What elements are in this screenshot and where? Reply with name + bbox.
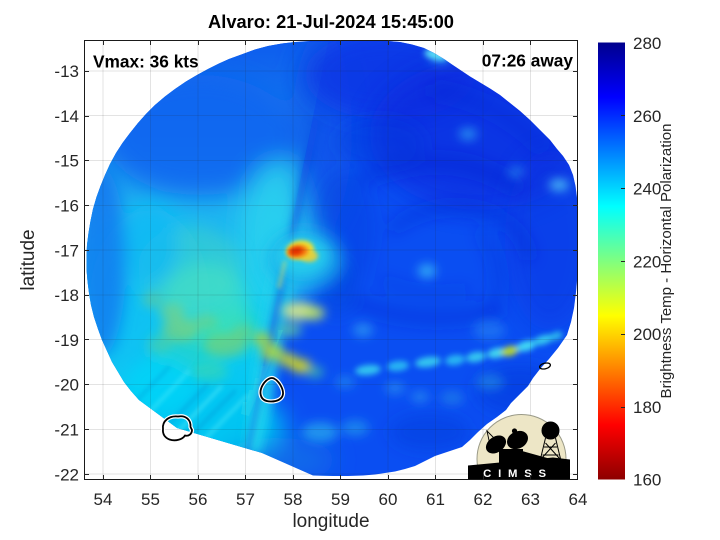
svg-text:63: 63 [521, 490, 540, 509]
svg-text:-13: -13 [54, 62, 79, 81]
svg-text:57: 57 [236, 490, 255, 509]
svg-text:54: 54 [94, 490, 113, 509]
svg-text:55: 55 [141, 490, 160, 509]
svg-text:59: 59 [331, 490, 350, 509]
svg-text:-22: -22 [54, 465, 79, 484]
svg-text:-19: -19 [54, 331, 79, 350]
svg-text:180: 180 [633, 398, 661, 417]
svg-text:Vmax: 36 kts: Vmax: 36 kts [93, 52, 199, 72]
svg-text:60: 60 [379, 490, 398, 509]
svg-text:-14: -14 [54, 107, 79, 126]
svg-text:longitude: longitude [292, 511, 369, 532]
svg-text:62: 62 [474, 490, 493, 509]
svg-text:-15: -15 [54, 152, 79, 171]
svg-text:160: 160 [633, 471, 661, 490]
svg-text:-20: -20 [54, 376, 79, 395]
svg-text:200: 200 [633, 325, 661, 344]
svg-text:64: 64 [569, 490, 588, 509]
svg-text:CIMSS: CIMSS [483, 468, 553, 480]
svg-text:-16: -16 [54, 197, 79, 216]
svg-text:-21: -21 [54, 421, 79, 440]
svg-text:07:26 away: 07:26 away [482, 51, 574, 71]
svg-text:280: 280 [633, 34, 661, 53]
svg-text:220: 220 [633, 252, 661, 271]
svg-text:58: 58 [284, 490, 303, 509]
svg-text:240: 240 [633, 180, 661, 199]
svg-text:latitude: latitude [18, 229, 39, 290]
svg-text:260: 260 [633, 107, 661, 126]
svg-text:61: 61 [426, 490, 445, 509]
svg-text:Brightness Temp - Horizontal P: Brightness Temp - Horizontal Polarizatio… [658, 124, 675, 399]
svg-text:56: 56 [189, 490, 208, 509]
svg-text:Alvaro: 21-Jul-2024 15:45:00: Alvaro: 21-Jul-2024 15:45:00 [208, 11, 454, 32]
svg-text:-18: -18 [54, 286, 79, 305]
svg-text:-17: -17 [54, 241, 79, 260]
